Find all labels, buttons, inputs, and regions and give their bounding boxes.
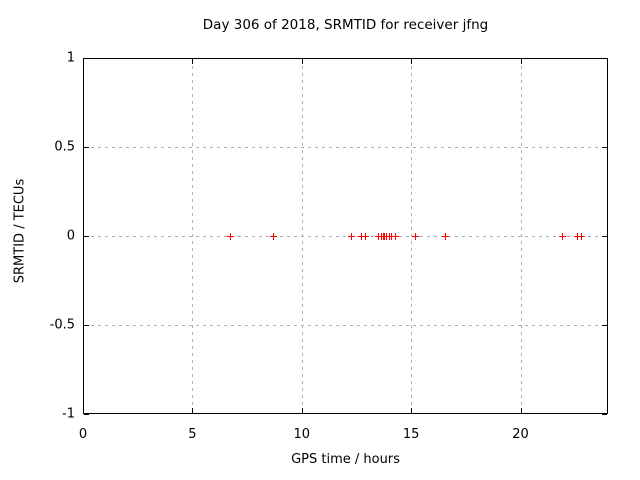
data-point-marker bbox=[270, 233, 277, 240]
plot-border bbox=[83, 58, 608, 414]
y-tick-label: -0.5 bbox=[49, 317, 75, 333]
gridlines bbox=[84, 59, 607, 413]
data-series bbox=[227, 233, 585, 240]
y-tick-label: 0.5 bbox=[54, 139, 75, 155]
data-point-marker bbox=[412, 233, 419, 240]
data-point-marker bbox=[442, 233, 449, 240]
data-point-marker bbox=[348, 233, 355, 240]
data-point-marker bbox=[227, 233, 234, 240]
axes-border bbox=[83, 58, 608, 415]
y-tick-label: 0 bbox=[66, 228, 75, 244]
x-tick-label: 20 bbox=[512, 427, 529, 442]
x-tick-label: 15 bbox=[402, 427, 420, 442]
data-point-marker bbox=[362, 233, 369, 240]
x-tick-label: 5 bbox=[188, 427, 197, 442]
x-tick-label: 10 bbox=[293, 427, 311, 442]
data-point-marker bbox=[392, 233, 399, 240]
y-tick-label: 1 bbox=[66, 50, 75, 66]
data-point-marker bbox=[559, 233, 566, 240]
y-tick-label: -1 bbox=[62, 406, 75, 422]
chart-title: Day 306 of 2018, SRMTID for receiver jfn… bbox=[202, 17, 489, 33]
x-axis-label: GPS time / hours bbox=[291, 452, 400, 467]
x-tick-label: 0 bbox=[78, 427, 88, 442]
data-point-marker bbox=[578, 233, 585, 240]
